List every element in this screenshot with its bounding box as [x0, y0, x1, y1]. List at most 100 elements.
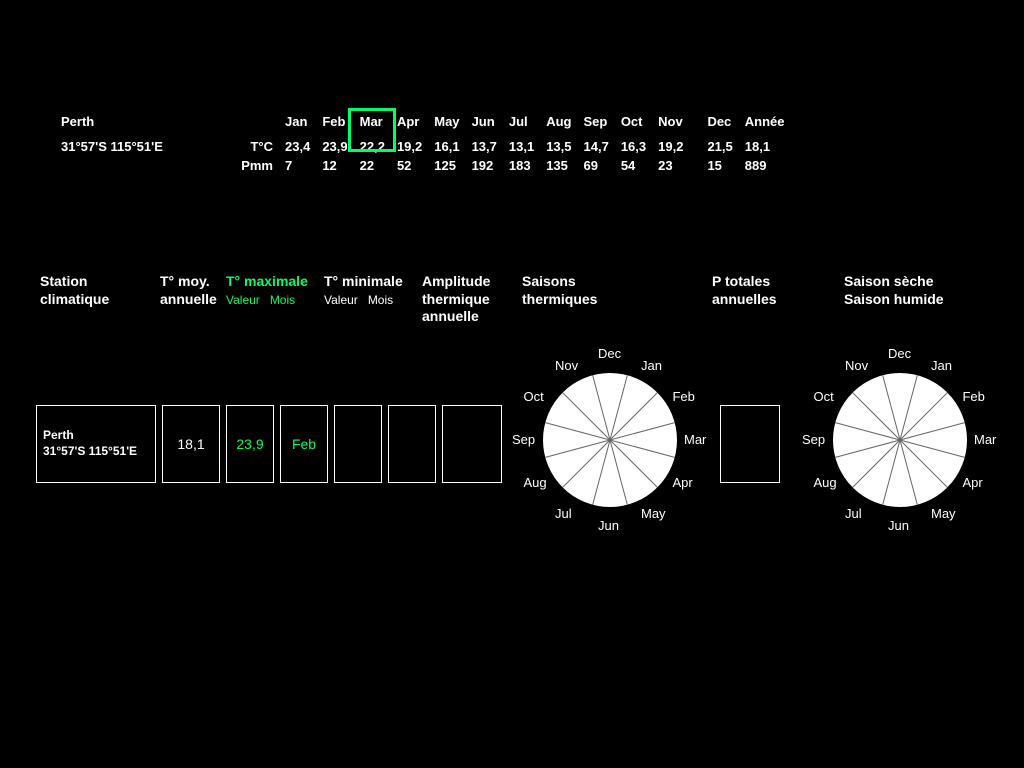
- temp-row-label: T°C: [227, 137, 279, 156]
- hdr-tmax-sub-mois: Mois: [270, 293, 295, 307]
- hdr-amplitude: Amplitude thermique annuelle: [422, 273, 522, 326]
- station-name-cell: Perth: [55, 112, 227, 137]
- hdr-tmoy: T° moy. annuelle: [160, 273, 226, 308]
- month-wheel-thermiques: JanFebMarAprMayJunJulAugSepOctNovDec: [510, 350, 710, 550]
- hdr-p-tot-line1: P totales: [712, 273, 770, 289]
- temp-apr: 19,2: [391, 137, 428, 156]
- temp-year: 18,1: [739, 137, 791, 156]
- precip-row: Pmm 7 12 22 52 125 192 183 135 69 54 23 …: [55, 156, 790, 175]
- hdr-tmoy-line1: T° moy.: [160, 273, 210, 289]
- month-wheel-humide: JanFebMarAprMayJunJulAugSepOctNovDec: [800, 350, 1000, 550]
- hdr-tmoy-line2: annuelle: [160, 291, 217, 307]
- temp-aug: 13,5: [540, 137, 577, 156]
- wheel-month-label: Jan: [931, 358, 952, 373]
- temp-jul: 13,1: [503, 137, 540, 156]
- wheel-month-label: May: [641, 506, 666, 521]
- wheel-month-label: Aug: [524, 475, 547, 490]
- hdr-saisons-th: Saisons thermiques: [522, 273, 712, 308]
- wheel-month-label: Dec: [598, 346, 621, 361]
- wheel-month-label: Apr: [672, 475, 692, 490]
- temp-jun: 13,7: [466, 137, 503, 156]
- hdr-tmin-sub-val: Valeur: [324, 293, 358, 307]
- temp-feb: 23,9: [316, 137, 353, 156]
- precip-sep: 69: [578, 156, 615, 175]
- temp-dec: 21,5: [689, 137, 738, 156]
- station-coords-cell: 31°57'S 115°51'E: [55, 137, 227, 156]
- precip-row-label: Pmm: [227, 156, 279, 175]
- wheel-month-label: Feb: [672, 389, 694, 404]
- wheel-month-label: Mar: [684, 432, 706, 447]
- month-header-jan: Jan: [279, 112, 316, 137]
- wheel-month-label: May: [931, 506, 956, 521]
- answer-box-amplitude: [442, 405, 502, 483]
- precip-mar: 22: [354, 156, 391, 175]
- answer-box-station: Perth 31°57'S 115°51'E: [36, 405, 156, 483]
- hdr-tmin-sub-mois: Mois: [368, 293, 393, 307]
- wheel-month-label: Nov: [555, 358, 578, 373]
- answer-box-tmax-mois: Feb: [280, 405, 328, 483]
- wheel-month-label: Dec: [888, 346, 911, 361]
- wheel-month-label: Jan: [641, 358, 662, 373]
- month-header-nov: Nov: [652, 112, 689, 137]
- wheel-month-label: Jun: [598, 518, 619, 533]
- temp-nov: 19,2: [652, 137, 689, 156]
- temp-jan: 23,4: [279, 137, 316, 156]
- hdr-station-line1: Station: [40, 273, 87, 289]
- wheel-month-label: Jul: [555, 506, 572, 521]
- precip-nov: 23: [652, 156, 689, 175]
- headers-row: Station climatique T° moy. annuelle T° m…: [40, 273, 994, 326]
- hdr-saisons-th-line2: thermiques: [522, 291, 597, 307]
- answer-box-tmax-val: 23,9: [226, 405, 274, 483]
- answer-box-p-tot: [720, 405, 780, 483]
- month-header-oct: Oct: [615, 112, 652, 137]
- temp-may: 16,1: [428, 137, 465, 156]
- precip-dec: 15: [689, 156, 738, 175]
- precip-feb: 12: [316, 156, 353, 175]
- hdr-amp-line3: annuelle: [422, 308, 479, 324]
- answer-tmax-mois: Feb: [292, 436, 316, 452]
- hdr-amp-line1: Amplitude: [422, 273, 490, 289]
- precip-aug: 135: [540, 156, 577, 175]
- hdr-tmax: T° maximale Valeur Mois: [226, 273, 324, 308]
- hdr-tmax-sub-val: Valeur: [226, 293, 260, 307]
- wheel-month-label: Sep: [512, 432, 535, 447]
- precip-may: 125: [428, 156, 465, 175]
- precip-oct: 54: [615, 156, 652, 175]
- temp-row: 31°57'S 115°51'E T°C 23,4 23,9 22,2 19,2…: [55, 137, 790, 156]
- hdr-saisons-hum: Saison sèche Saison humide: [844, 273, 994, 308]
- hdr-tmax-line1: T° maximale: [226, 273, 308, 289]
- hdr-tmin-line1: T° minimale: [324, 273, 403, 289]
- wheel-month-label: Oct: [814, 389, 834, 404]
- wheel-month-label: Aug: [814, 475, 837, 490]
- wheel-month-label: Sep: [802, 432, 825, 447]
- hdr-amp-line2: thermique: [422, 291, 490, 307]
- precip-jun: 192: [466, 156, 503, 175]
- month-header-aug: Aug: [540, 112, 577, 137]
- month-header-may: May: [428, 112, 465, 137]
- wheel-month-label: Jun: [888, 518, 909, 533]
- precip-apr: 52: [391, 156, 428, 175]
- hdr-tmin: T° minimale Valeur Mois: [324, 273, 422, 308]
- precip-year: 889: [739, 156, 791, 175]
- answer-tmax-val: 23,9: [236, 436, 263, 452]
- hdr-p-tot: P totales annuelles: [712, 273, 844, 308]
- answer-station-name: Perth: [43, 428, 74, 444]
- hdr-station-line2: climatique: [40, 291, 109, 307]
- year-header: Année: [739, 112, 791, 137]
- hdr-saisons-th-line1: Saisons: [522, 273, 576, 289]
- month-header-feb: Feb: [316, 112, 353, 137]
- answer-boxes-row: Perth 31°57'S 115°51'E 18,1 23,9 Feb: [36, 405, 502, 483]
- hdr-station: Station climatique: [40, 273, 160, 308]
- wheel-month-label: Oct: [524, 389, 544, 404]
- answer-box-tmin-val: [334, 405, 382, 483]
- answer-box-tmoy: 18,1: [162, 405, 220, 483]
- month-header-dec: Dec: [689, 112, 738, 137]
- month-header-apr: Apr: [391, 112, 428, 137]
- hdr-saisons-hum-line1: Saison sèche: [844, 273, 934, 289]
- month-header-jul: Jul: [503, 112, 540, 137]
- wheel-month-label: Mar: [974, 432, 996, 447]
- hdr-saisons-hum-line2: Saison humide: [844, 291, 944, 307]
- wheel-month-label: Nov: [845, 358, 868, 373]
- month-header-sep: Sep: [578, 112, 615, 137]
- month-header-jun: Jun: [466, 112, 503, 137]
